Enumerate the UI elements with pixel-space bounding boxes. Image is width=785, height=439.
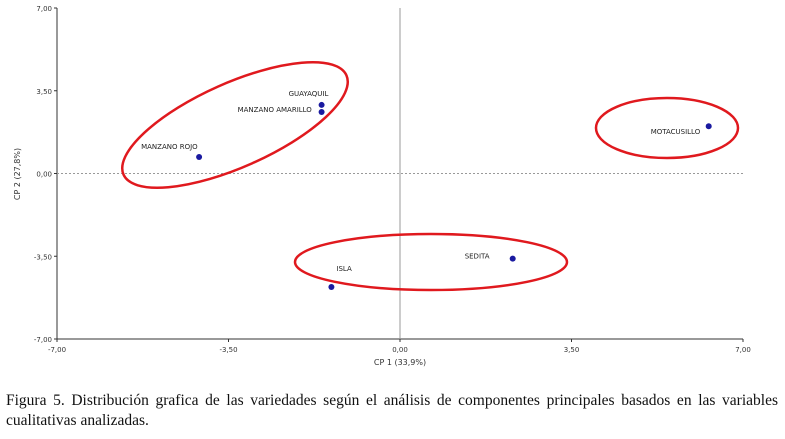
ellipse-motacusillo: [594, 96, 740, 160]
data-point: [328, 283, 335, 290]
ellipse-isla-sedita: [293, 232, 569, 292]
data-point-label: ISLA: [336, 265, 352, 273]
data-point: [318, 109, 325, 116]
point-labels: GUAYAQUIL MANZANO AMARILLO MANZANO ROJO MOT…: [141, 90, 701, 273]
y-tick-label: 0,00: [36, 171, 52, 179]
reference-lines: [57, 8, 743, 339]
group-ellipses: [120, 61, 740, 292]
data-point-label: MANZANO AMARILLO: [238, 106, 313, 114]
y-ticks: 7,00 3,50 0,00 -3,50 -7,00: [34, 5, 57, 344]
x-tick-label: -3,50: [219, 346, 237, 354]
scatter-plot: -7,00 -3,50 0,00 3,50 7,00 7,00 3,50 0,00 -3,50…: [13, 5, 751, 367]
data-point: [196, 153, 203, 160]
x-ticks: -7,00 -3,50 0,00 3,50 7,00: [48, 339, 751, 354]
y-tick-label: 7,00: [36, 5, 52, 13]
x-tick-label: 3,50: [564, 346, 580, 354]
data-point: [318, 101, 325, 108]
data-point-label: MANZANO ROJO: [141, 143, 198, 151]
data-point-label: MOTACUSILLO: [651, 128, 701, 136]
x-tick-label: 7,00: [735, 346, 751, 354]
y-axis-label: CP 2 (27,8%): [13, 148, 22, 200]
x-tick-label: 0,00: [392, 346, 408, 354]
x-axis-label: CP 1 (33,9%): [374, 358, 426, 367]
ellipse-manzano-group: [120, 61, 350, 189]
y-tick-label: -3,50: [34, 253, 52, 261]
x-tick-label: -7,00: [48, 346, 66, 354]
data-point: [509, 255, 516, 262]
y-tick-label: -7,00: [34, 336, 52, 344]
figure-caption: Figura 5. Distribución grafica de las va…: [6, 392, 778, 429]
data-point-label: SEDITA: [465, 253, 490, 261]
y-tick-label: 3,50: [36, 88, 52, 96]
data-point-label: GUAYAQUIL: [289, 90, 329, 98]
data-points: [196, 101, 712, 290]
data-point: [705, 123, 712, 130]
